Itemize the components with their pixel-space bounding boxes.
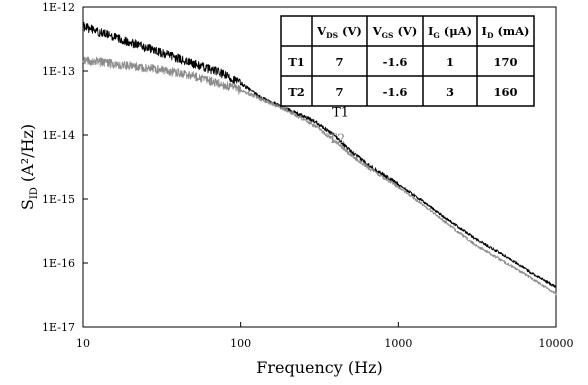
table-cell: -1.6	[383, 55, 408, 69]
table-cell: 7	[335, 55, 343, 69]
table-header-cell: ID (mA)	[482, 24, 530, 40]
y-tick-label: 1E-17	[42, 321, 75, 334]
table-cell: 3	[446, 85, 454, 99]
x-tick-label: 10000	[539, 337, 574, 350]
y-axis-title: SID (A²/Hz)	[18, 124, 40, 210]
table-header-cell: IG (μA)	[428, 24, 472, 40]
x-tick-label: 1000	[384, 337, 412, 350]
table-cell: T1	[288, 55, 305, 69]
header-symbol: V	[372, 24, 383, 38]
header-symbol: I	[428, 24, 433, 38]
table-cell: 7	[335, 85, 343, 99]
series-line-t2	[82, 56, 557, 296]
y-axis-title-subscript: ID	[29, 187, 40, 199]
series-label-t2: T2	[328, 132, 345, 147]
axes: 1E-17 1E-16 1E-15 1E-14 1E-13 1E-12 10 100 1000 1…	[18, 1, 574, 377]
table-header-cell: VDS (V)	[316, 24, 362, 40]
header-unit: (mA)	[493, 24, 529, 38]
plot-frame	[82, 6, 557, 328]
table-cell: 1	[446, 55, 454, 69]
header-unit: (μA)	[440, 24, 472, 38]
y-tick-label: 1E-14	[42, 129, 75, 142]
x-axis-title: Frequency (Hz)	[256, 358, 383, 377]
series-label-t1: T1	[332, 105, 349, 120]
x-tick-label: 100	[230, 337, 251, 350]
header-symbol: I	[482, 24, 487, 38]
table-cell: -1.6	[383, 85, 408, 99]
table-header-cell: VGS (V)	[372, 24, 418, 40]
parameter-table: VDS (V) VGS (V) IG (μA) ID (mA)T1 7 -1.6 1 170T…	[280, 15, 535, 107]
y-axis-title-units: (A²/Hz)	[18, 124, 37, 187]
x-tick-label: 10	[76, 337, 90, 350]
table-cell: T2	[288, 85, 305, 99]
y-tick-label: 1E-13	[42, 65, 75, 78]
header-subscript: DS	[326, 31, 338, 40]
header-subscript: G	[433, 31, 439, 40]
series-line-t1	[82, 21, 557, 289]
table-cell: 160	[493, 85, 517, 99]
table-cell: 170	[493, 55, 517, 69]
header-unit: (V)	[338, 24, 362, 38]
y-axis-title-main: S	[18, 199, 37, 210]
header-subscript: GS	[382, 31, 394, 40]
y-tick-label: 1E-15	[42, 193, 75, 206]
y-tick-label: 1E-16	[42, 257, 75, 270]
header-subscript: D	[487, 31, 494, 40]
table-frame	[280, 15, 535, 107]
header-unit: (V)	[393, 24, 417, 38]
y-tick-label: 1E-12	[42, 1, 75, 14]
header-symbol: V	[316, 24, 327, 38]
series-group: T1 T2	[82, 21, 557, 296]
